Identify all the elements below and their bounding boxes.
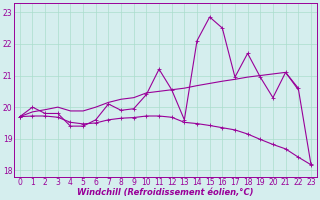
X-axis label: Windchill (Refroidissement éolien,°C): Windchill (Refroidissement éolien,°C): [77, 188, 254, 197]
